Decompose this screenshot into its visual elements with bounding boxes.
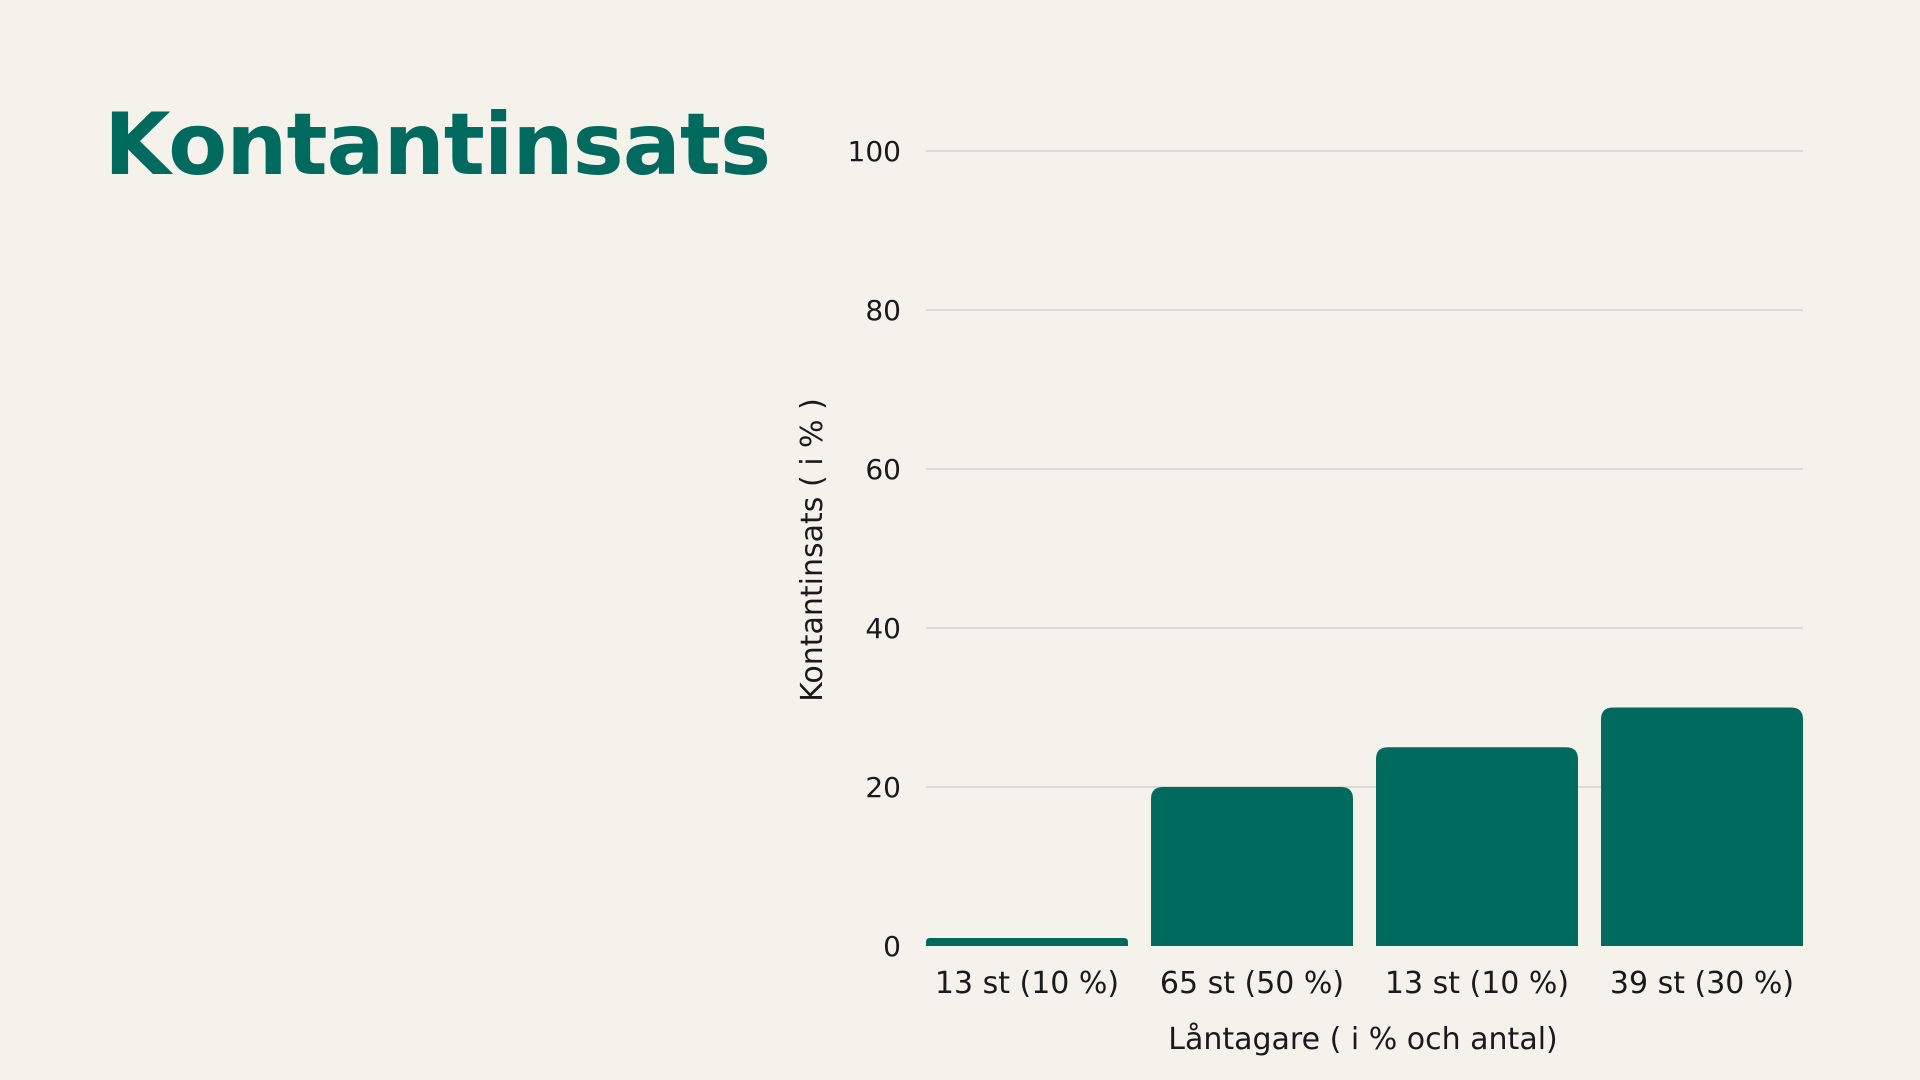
x-category-label: 13 st (10 %) xyxy=(1385,966,1569,1001)
bars xyxy=(926,707,1803,946)
x-category-label: 39 st (30 %) xyxy=(1610,966,1794,1001)
y-tick-label: 40 xyxy=(865,612,901,645)
bar xyxy=(1376,747,1578,946)
y-axis-ticks: 0 20 40 60 80 100 xyxy=(848,135,901,963)
x-axis-title: Låntagare ( i % och antal) xyxy=(1168,1022,1558,1057)
y-axis-title: Kontantinsats ( i % ) xyxy=(795,398,830,702)
y-tick-label: 80 xyxy=(865,294,901,327)
y-tick-label: 100 xyxy=(848,135,901,168)
y-tick-label: 0 xyxy=(883,930,901,963)
page-title: Kontantinsats xyxy=(104,95,771,195)
bar xyxy=(926,938,1128,946)
bar xyxy=(1601,707,1803,946)
y-tick-label: 20 xyxy=(865,771,901,804)
gridlines xyxy=(926,150,1803,788)
bar xyxy=(1151,787,1353,946)
x-axis-categories: 13 st (10 %) 65 st (50 %) 13 st (10 %) 39 s… xyxy=(935,966,1794,1001)
x-category-label: 65 st (50 %) xyxy=(1160,966,1344,1001)
x-category-label: 13 st (10 %) xyxy=(935,966,1119,1001)
y-tick-label: 60 xyxy=(865,453,901,486)
